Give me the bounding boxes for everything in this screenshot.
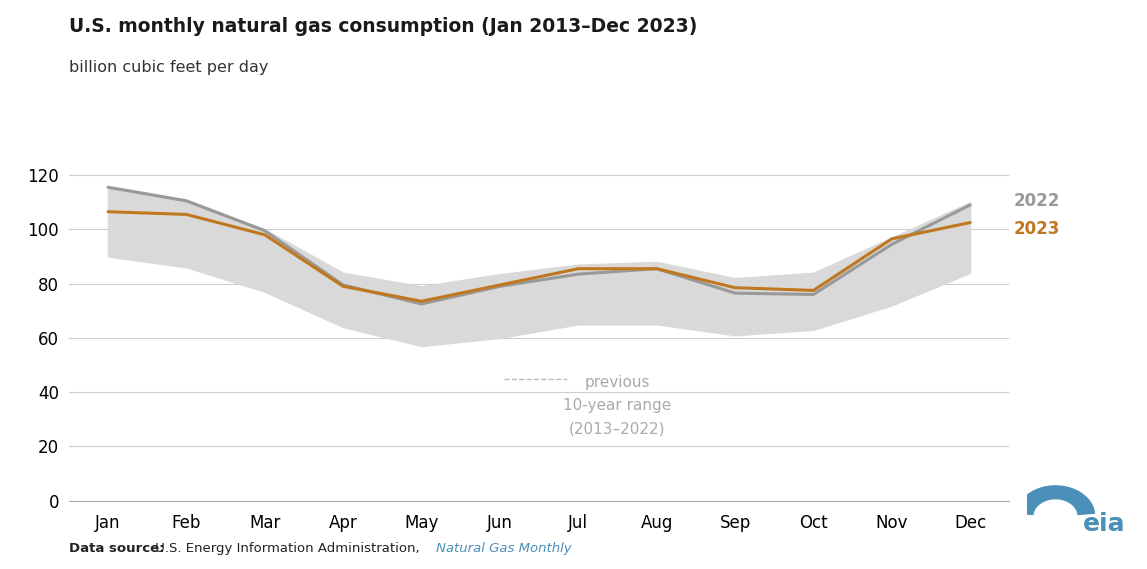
Text: billion cubic feet per day: billion cubic feet per day: [69, 60, 268, 75]
Text: U.S. monthly natural gas consumption (Jan 2013–Dec 2023): U.S. monthly natural gas consumption (Ja…: [69, 17, 697, 36]
Text: 2023: 2023: [1013, 220, 1060, 238]
Text: U.S. Energy Information Administration,: U.S. Energy Information Administration,: [151, 542, 424, 555]
Text: eia: eia: [1083, 512, 1126, 536]
Text: Natural Gas Monthly: Natural Gas Monthly: [436, 542, 571, 555]
Text: Data source:: Data source:: [69, 542, 164, 555]
Text: previous
10-year range
(2013–2022): previous 10-year range (2013–2022): [563, 375, 672, 436]
Polygon shape: [1016, 486, 1094, 514]
Text: 2022: 2022: [1013, 192, 1060, 210]
